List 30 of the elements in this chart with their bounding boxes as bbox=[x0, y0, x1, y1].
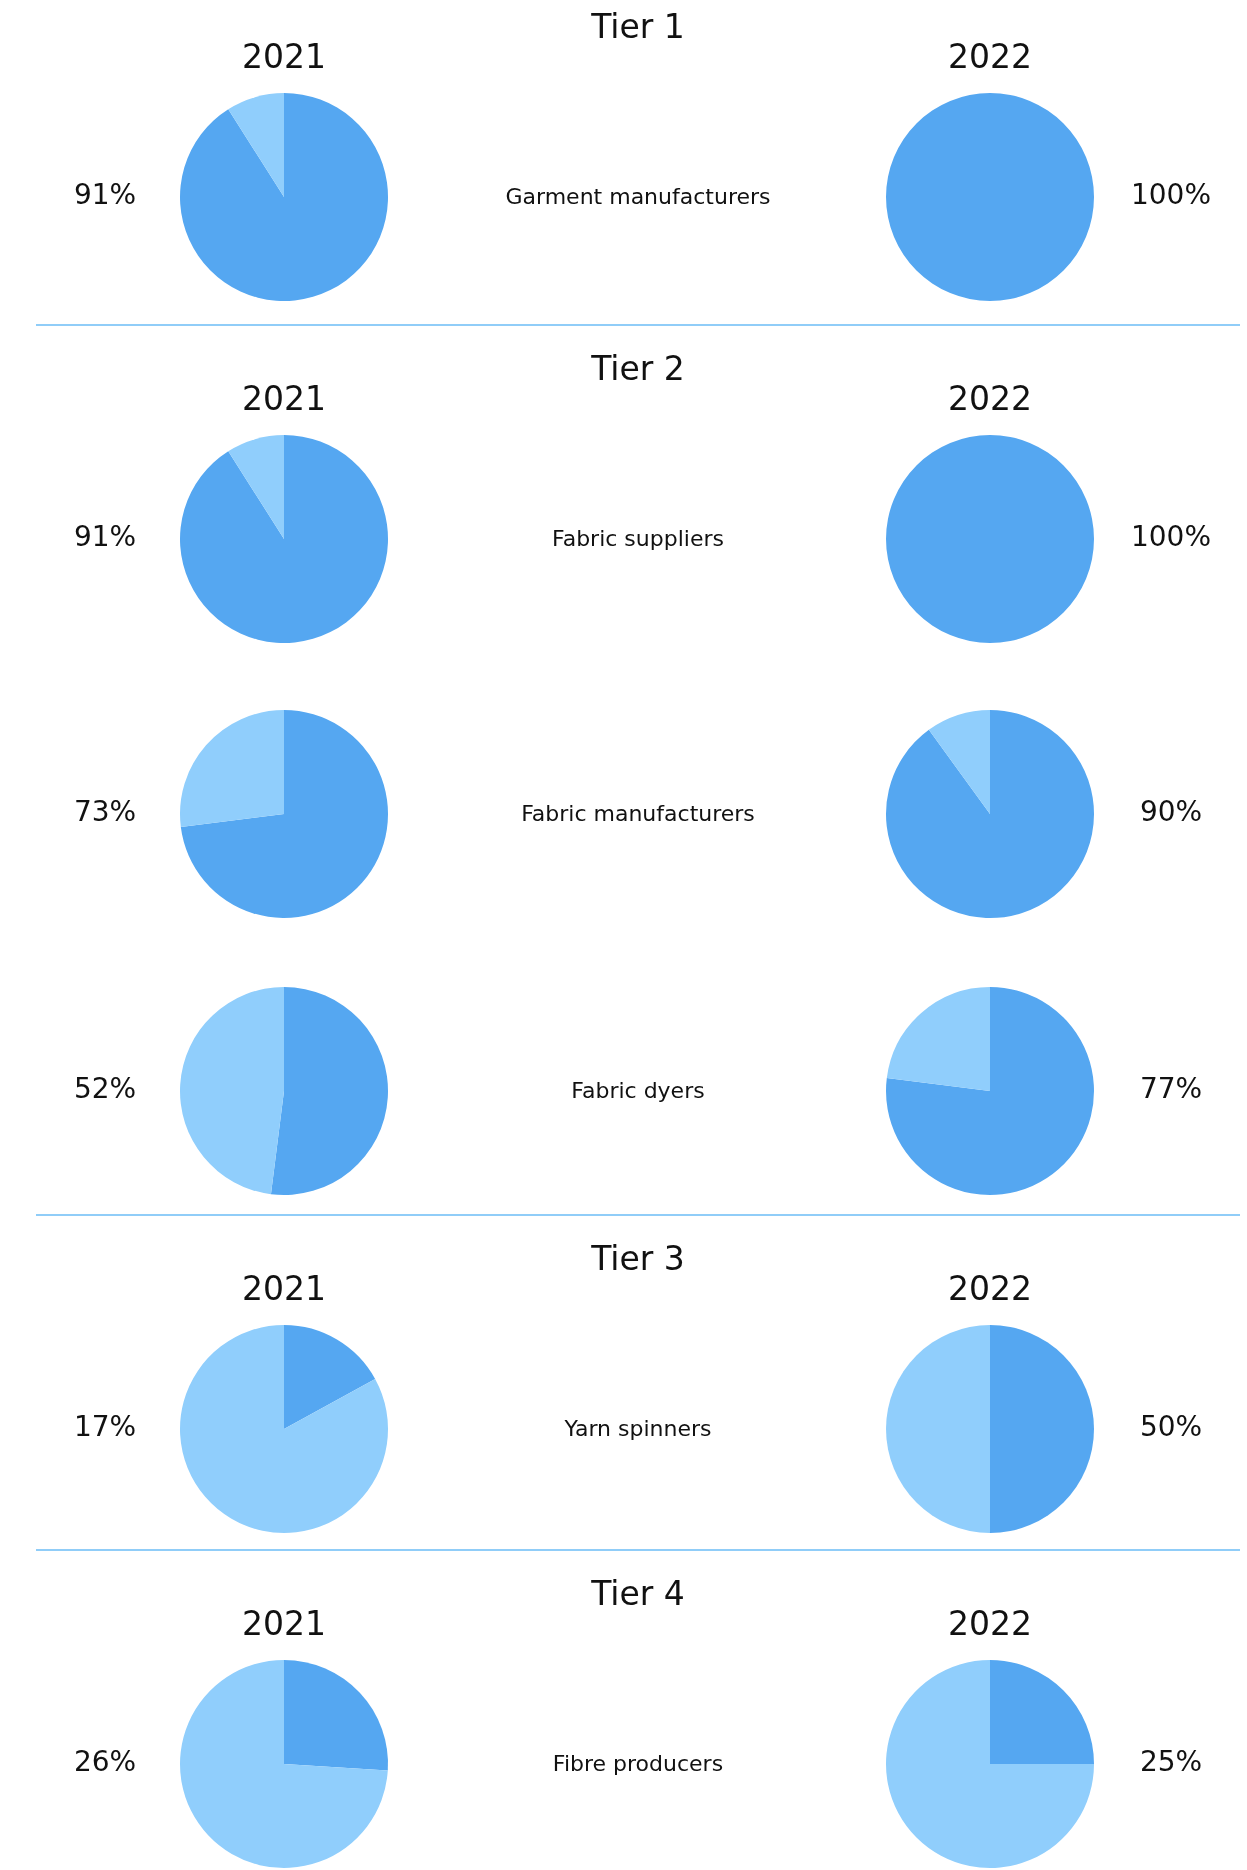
chart-title: 2021 bbox=[241, 379, 327, 419]
text: 50% bbox=[1139, 1410, 1203, 1444]
text: 17% bbox=[73, 1410, 137, 1444]
text: Tier 4 bbox=[590, 1574, 686, 1614]
text: 73% bbox=[73, 795, 137, 829]
text: 26% bbox=[73, 1745, 137, 1779]
text: Garment manufacturers bbox=[504, 183, 772, 211]
chart-title: 2022 bbox=[947, 1269, 1033, 1309]
text: 91% bbox=[73, 178, 137, 212]
chart-title: 2022 bbox=[947, 379, 1033, 419]
text: Fabric suppliers bbox=[551, 525, 725, 553]
text: Fabric dyers bbox=[570, 1077, 706, 1105]
text: 100% bbox=[1130, 178, 1212, 212]
text: Fibre producers bbox=[551, 1750, 725, 1778]
text: Tier 1 bbox=[590, 7, 686, 47]
text: 52% bbox=[73, 1072, 137, 1106]
chart-title: 2021 bbox=[241, 1269, 327, 1309]
text: Yarn spinners bbox=[563, 1415, 713, 1443]
text: 90% bbox=[1139, 795, 1203, 829]
text: Tier 2 bbox=[590, 349, 686, 389]
text: Tier 3 bbox=[590, 1239, 686, 1279]
text: 77% bbox=[1139, 1072, 1203, 1106]
chart-title: 2022 bbox=[947, 37, 1033, 77]
text: 91% bbox=[73, 520, 137, 554]
chart-title: 2022 bbox=[947, 1604, 1033, 1644]
text: 25% bbox=[1139, 1745, 1203, 1779]
chart-title: 2021 bbox=[241, 37, 327, 77]
text: 100% bbox=[1130, 520, 1212, 554]
chart-title: 2021 bbox=[241, 1604, 327, 1644]
text: Fabric manufacturers bbox=[520, 800, 756, 828]
